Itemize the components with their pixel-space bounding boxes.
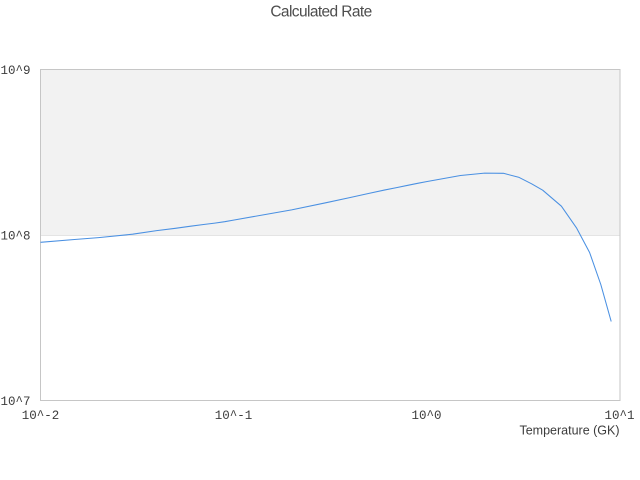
svg-text:10^1: 10^1 [604, 409, 634, 423]
svg-text:10^0: 10^0 [411, 409, 441, 423]
svg-text:Calculated Rate: Calculated Rate [270, 4, 371, 21]
svg-text:10^-2: 10^-2 [22, 409, 60, 423]
svg-text:10^-1: 10^-1 [215, 409, 253, 423]
svg-text:10^9: 10^9 [0, 64, 30, 78]
svg-text:10^7: 10^7 [0, 395, 30, 409]
svg-text:Temperature (GK): Temperature (GK) [519, 423, 619, 437]
svg-text:10^8: 10^8 [0, 229, 30, 243]
